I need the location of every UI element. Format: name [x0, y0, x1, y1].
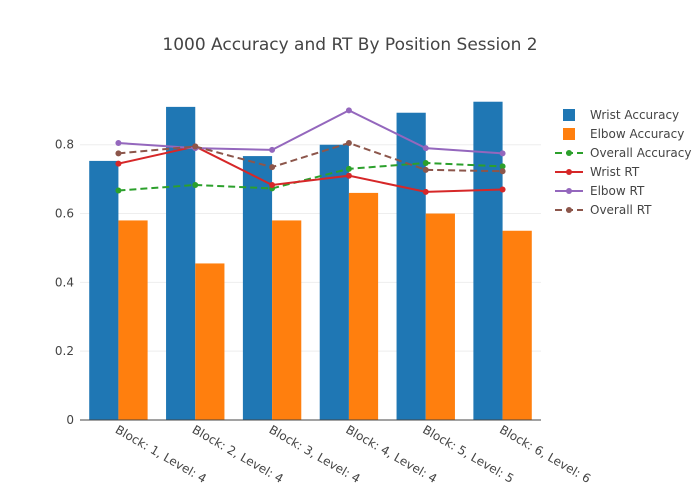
legend-label: Overall Accuracy: [590, 146, 691, 160]
bar-wrist-accuracy: [89, 160, 119, 420]
point-wrist-rt: [115, 160, 122, 167]
legend-swatch-marker: [566, 150, 572, 156]
point-wrist-rt: [345, 172, 352, 179]
bar-wrist-accuracy: [242, 156, 273, 420]
y-tick-label: 0.8: [55, 138, 74, 152]
point-overall-rt: [422, 166, 429, 173]
point-elbow-rt: [345, 107, 352, 114]
point-elbow-rt: [115, 140, 122, 147]
legend-label: Elbow Accuracy: [590, 127, 684, 141]
legend-label: Elbow RT: [590, 184, 645, 198]
y-tick-label: 0: [66, 413, 74, 427]
legend-label: Overall RT: [590, 203, 652, 217]
legend-label: Wrist Accuracy: [590, 108, 679, 122]
point-overall-accuracy: [499, 163, 506, 170]
line-wrist-rt: [118, 145, 503, 193]
point-overall-rt: [192, 143, 199, 150]
point-overall-accuracy: [192, 181, 199, 188]
legend-swatch: [563, 128, 575, 140]
legend[interactable]: Wrist Accuracy Elbow Accuracy Overall Accu…: [555, 108, 691, 217]
point-elbow-rt: [422, 145, 429, 152]
point-overall-rt: [499, 168, 506, 175]
point-overall-accuracy: [115, 187, 122, 194]
legend-item[interactable]: Overall Accuracy: [555, 146, 691, 160]
point-overall-rt: [269, 164, 276, 171]
bars: [89, 101, 532, 421]
legend-item[interactable]: Wrist Accuracy: [563, 108, 679, 122]
point-wrist-rt: [499, 186, 506, 193]
lines: [115, 107, 506, 195]
point-elbow-rt: [269, 146, 276, 153]
bar-wrist-accuracy: [396, 112, 426, 420]
point-elbow-rt: [499, 150, 506, 157]
bar-elbow-accuracy: [348, 192, 379, 420]
bar-elbow-accuracy: [118, 220, 148, 420]
legend-swatch-marker: [566, 169, 572, 175]
bar-elbow-accuracy: [425, 213, 455, 420]
y-tick-label: 0.6: [55, 207, 74, 221]
bar-elbow-accuracy: [272, 220, 302, 420]
line-overall-accuracy: [118, 161, 503, 192]
legend-item[interactable]: Elbow RT: [555, 184, 645, 198]
bar-wrist-accuracy: [473, 101, 503, 420]
chart-title: 1000 Accuracy and RT By Position Session…: [162, 35, 537, 55]
point-wrist-rt: [422, 188, 429, 195]
legend-swatch: [563, 109, 575, 121]
bar-wrist-accuracy: [166, 106, 196, 421]
legend-item[interactable]: Elbow Accuracy: [563, 127, 684, 141]
point-overall-rt: [115, 150, 122, 157]
legend-swatch-marker: [566, 207, 572, 213]
y-tick-label: 0.2: [55, 344, 74, 358]
y-tick-label: 0.4: [55, 275, 74, 289]
gridlines: [80, 144, 541, 352]
point-wrist-rt: [269, 181, 276, 188]
bar-elbow-accuracy: [502, 230, 532, 420]
point-overall-accuracy: [345, 165, 352, 172]
legend-swatch-marker: [566, 188, 572, 194]
line-elbow-rt: [118, 109, 503, 155]
legend-item[interactable]: Wrist RT: [555, 165, 640, 179]
legend-label: Wrist RT: [590, 165, 640, 179]
point-overall-accuracy: [422, 159, 429, 166]
line-overall-rt: [118, 141, 503, 173]
point-overall-rt: [345, 140, 352, 147]
bar-wrist-accuracy: [319, 144, 349, 420]
legend-item[interactable]: Overall RT: [555, 203, 652, 217]
bar-elbow-accuracy: [195, 263, 225, 420]
